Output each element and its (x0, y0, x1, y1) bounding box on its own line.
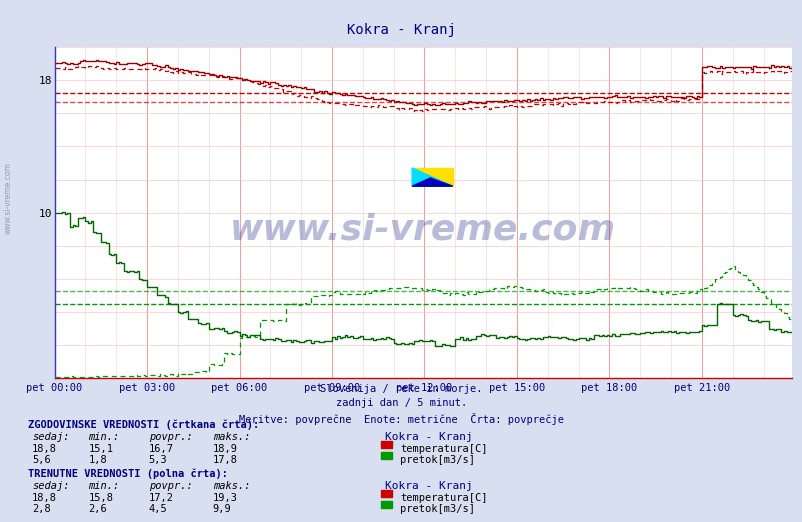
Text: 17,8: 17,8 (213, 455, 237, 465)
Polygon shape (411, 168, 452, 186)
Text: Kokra - Kranj: Kokra - Kranj (385, 432, 472, 442)
Text: 5,6: 5,6 (32, 455, 51, 465)
Text: 19,3: 19,3 (213, 493, 237, 503)
Text: 15,8: 15,8 (88, 493, 113, 503)
Text: min.:: min.: (88, 432, 119, 442)
Text: 4,5: 4,5 (148, 504, 167, 514)
Text: maks.:: maks.: (213, 432, 250, 442)
Text: min.:: min.: (88, 481, 119, 491)
Text: www.si-vreme.com: www.si-vreme.com (3, 162, 13, 234)
Text: 18,8: 18,8 (32, 493, 57, 503)
Text: 1,8: 1,8 (88, 455, 107, 465)
Text: 16,7: 16,7 (148, 444, 173, 454)
Text: sedaj:: sedaj: (32, 432, 70, 442)
Text: ZGODOVINSKE VREDNOSTI (črtkana črta):: ZGODOVINSKE VREDNOSTI (črtkana črta): (28, 419, 259, 430)
Text: Meritve: povprečne  Enote: metrične  Črta: povprečje: Meritve: povprečne Enote: metrične Črta:… (239, 413, 563, 425)
Text: Slovenija / reke in morje.: Slovenija / reke in morje. (320, 384, 482, 394)
Text: www.si-vreme.com: www.si-vreme.com (230, 212, 615, 246)
Text: Kokra - Kranj: Kokra - Kranj (385, 481, 472, 491)
Text: pretok[m3/s]: pretok[m3/s] (399, 504, 474, 514)
Text: 2,6: 2,6 (88, 504, 107, 514)
Text: povpr.:: povpr.: (148, 432, 192, 442)
Polygon shape (411, 178, 452, 186)
Text: 18,9: 18,9 (213, 444, 237, 454)
Text: 5,3: 5,3 (148, 455, 167, 465)
Polygon shape (411, 168, 452, 186)
Text: povpr.:: povpr.: (148, 481, 192, 491)
Text: temperatura[C]: temperatura[C] (399, 493, 487, 503)
Text: 9,9: 9,9 (213, 504, 231, 514)
Text: TRENUTNE VREDNOSTI (polna črta):: TRENUTNE VREDNOSTI (polna črta): (28, 468, 228, 479)
Text: 17,2: 17,2 (148, 493, 173, 503)
Text: zadnji dan / 5 minut.: zadnji dan / 5 minut. (335, 398, 467, 408)
Text: 15,1: 15,1 (88, 444, 113, 454)
Text: temperatura[C]: temperatura[C] (399, 444, 487, 454)
Text: pretok[m3/s]: pretok[m3/s] (399, 455, 474, 465)
Text: Kokra - Kranj: Kokra - Kranj (346, 23, 456, 38)
Text: 18,8: 18,8 (32, 444, 57, 454)
Text: sedaj:: sedaj: (32, 481, 70, 491)
Text: maks.:: maks.: (213, 481, 250, 491)
Text: 2,8: 2,8 (32, 504, 51, 514)
